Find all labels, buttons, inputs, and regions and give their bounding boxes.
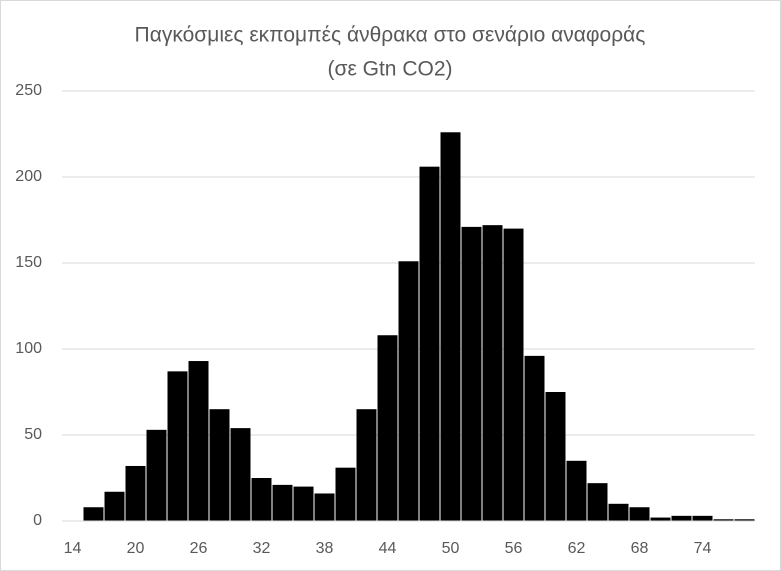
bar bbox=[545, 392, 566, 521]
y-tick-label: 250 bbox=[15, 82, 42, 99]
chart-subtitle: (σε Gtn CO2) bbox=[327, 58, 452, 81]
bar bbox=[671, 515, 692, 521]
bar bbox=[83, 507, 104, 521]
bar bbox=[125, 465, 146, 521]
bar bbox=[230, 428, 251, 521]
bar bbox=[524, 355, 545, 521]
bar bbox=[503, 228, 524, 521]
x-tick-label: 44 bbox=[379, 540, 397, 557]
bar bbox=[356, 409, 377, 521]
bar bbox=[104, 491, 125, 521]
x-tick-label: 68 bbox=[631, 540, 649, 557]
bar bbox=[146, 429, 167, 521]
bar bbox=[629, 507, 650, 521]
bar bbox=[608, 503, 629, 521]
x-tick-label: 50 bbox=[442, 540, 460, 557]
bar bbox=[692, 515, 713, 521]
x-tick-label: 62 bbox=[568, 540, 586, 557]
bar bbox=[335, 467, 356, 521]
y-tick-label: 150 bbox=[15, 254, 42, 271]
y-tick-label: 50 bbox=[24, 426, 42, 443]
bar bbox=[377, 335, 398, 521]
bar bbox=[209, 409, 230, 521]
y-tick-label: 100 bbox=[15, 340, 42, 357]
bar bbox=[419, 166, 440, 521]
x-tick-label: 56 bbox=[505, 540, 523, 557]
bar bbox=[650, 517, 671, 521]
y-tick-label: 0 bbox=[33, 512, 42, 529]
bar bbox=[167, 371, 188, 521]
bar bbox=[251, 478, 272, 521]
bar bbox=[482, 225, 503, 521]
bar bbox=[461, 226, 482, 521]
x-tick-label: 38 bbox=[316, 540, 334, 557]
bar bbox=[566, 460, 587, 521]
bar bbox=[734, 519, 755, 521]
y-tick-label: 200 bbox=[15, 168, 42, 185]
x-tick-label: 26 bbox=[190, 540, 208, 557]
x-tick-label: 20 bbox=[127, 540, 145, 557]
bar bbox=[272, 484, 293, 521]
x-tick-label: 32 bbox=[253, 540, 271, 557]
bar bbox=[587, 483, 608, 521]
bar bbox=[293, 486, 314, 521]
bar bbox=[188, 361, 209, 521]
bar bbox=[398, 261, 419, 521]
bar bbox=[440, 132, 461, 521]
bar bbox=[314, 493, 335, 521]
bar bbox=[713, 519, 734, 521]
x-tick-label: 74 bbox=[694, 540, 712, 557]
chart-title: Παγκόσμιες εκπομπές άνθρακα στο σενάριο … bbox=[135, 24, 646, 47]
x-tick-label: 14 bbox=[64, 540, 82, 557]
